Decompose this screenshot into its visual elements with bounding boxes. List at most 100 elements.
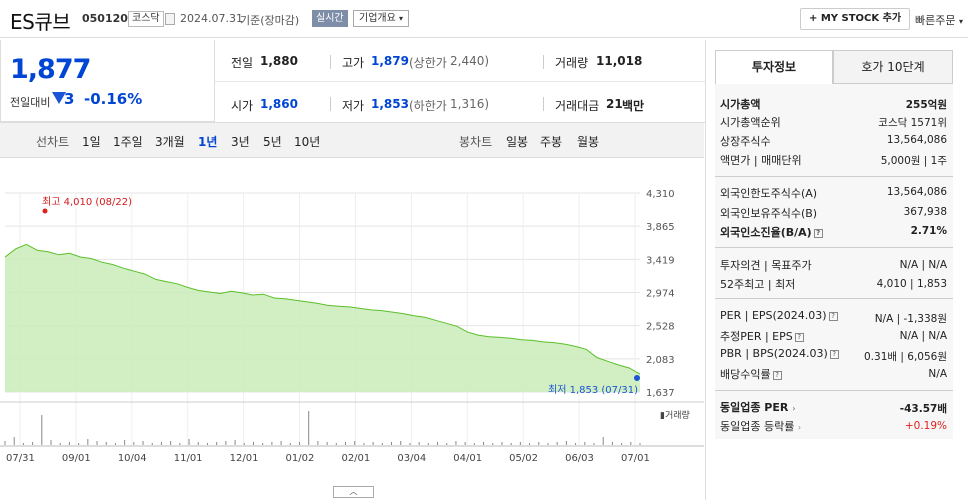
open-value: 1,860 bbox=[260, 97, 298, 111]
help-icon[interactable]: ? bbox=[794, 332, 804, 342]
y-tick-label: 2,083 bbox=[646, 355, 675, 366]
per-value: N/A bbox=[874, 313, 894, 325]
prev-day-label: 전일대비 bbox=[10, 96, 51, 109]
market-badge: 코스닥 bbox=[128, 11, 164, 27]
invest-info-body bbox=[715, 84, 953, 439]
opinion-target-label: 투자의견 | 목표주가 bbox=[720, 259, 812, 272]
x-tick-label: 01/02 bbox=[286, 453, 315, 464]
company-overview-dropdown[interactable]: 기업개요 ▾ bbox=[353, 10, 410, 27]
help-icon[interactable]: ? bbox=[772, 370, 782, 380]
line-chart-label: 선차트 bbox=[36, 135, 70, 149]
bps-value: 6,056원 bbox=[907, 351, 947, 363]
lower-limit-value: 1,316) bbox=[450, 97, 490, 111]
bps-label: BPS(2024.03) bbox=[752, 347, 828, 360]
quick-order-button[interactable]: 빠른주문 ▾ bbox=[915, 12, 963, 28]
price-area bbox=[5, 244, 640, 392]
range-1d[interactable]: 1일 bbox=[82, 135, 101, 149]
chevron-right-icon: › bbox=[792, 404, 796, 413]
tab-order-book[interactable]: 호가 10단계 bbox=[833, 50, 953, 84]
x-tick-label: 09/01 bbox=[62, 453, 91, 464]
trade-value-unit: 백만 bbox=[622, 99, 645, 113]
chart-range-bar bbox=[0, 122, 704, 158]
max-marker bbox=[42, 208, 48, 214]
min-label: 최저 1,853 (07/31) bbox=[548, 384, 638, 396]
market-cap-label: 시가총액 bbox=[720, 98, 761, 111]
candle-daily[interactable]: 일봉 bbox=[506, 135, 529, 149]
est-per-label: 추정PER | EPS? bbox=[720, 328, 804, 344]
prev-close-label: 전일 bbox=[231, 56, 254, 70]
upper-limit-label: (상한가 bbox=[409, 56, 447, 70]
trade-unit-label: 매매단위 bbox=[761, 154, 802, 167]
x-tick-label: 06/03 bbox=[565, 453, 594, 464]
volume-legend: ▮거래량 bbox=[660, 409, 690, 421]
foreign-hold-label: 외국인보유주식수(B) bbox=[720, 207, 818, 220]
face-label: 액면가 bbox=[720, 154, 751, 167]
divider bbox=[543, 55, 544, 69]
y-tick-label: 1,637 bbox=[646, 388, 675, 399]
y-tick-label: 4,310 bbox=[646, 189, 675, 200]
w52-high-value: 4,010 bbox=[876, 278, 907, 290]
est-eps-text: EPS bbox=[772, 330, 793, 343]
shares-label: 상장주식수 bbox=[720, 135, 771, 148]
divider bbox=[330, 55, 331, 69]
trade-value-label: 거래대금 bbox=[555, 99, 600, 113]
range-3m[interactable]: 3개월 bbox=[155, 135, 185, 149]
high-value: 1,879 bbox=[371, 54, 409, 68]
range-5y[interactable]: 5년 bbox=[263, 135, 282, 149]
tab-invest-info[interactable]: 투자정보 bbox=[715, 50, 833, 84]
industry-rate-value: +0.19% bbox=[904, 420, 947, 432]
w52-low-label: 최저 bbox=[775, 278, 796, 291]
high-label: 고가 bbox=[342, 56, 365, 70]
foreign-rate-value: 2.71% bbox=[910, 225, 947, 237]
market-cap-value: 255억원 bbox=[905, 99, 947, 111]
face-value-label: 액면가 | 매매단위 bbox=[720, 154, 802, 167]
open-label: 시가 bbox=[231, 99, 254, 113]
overview-label: 기업개요 bbox=[359, 13, 396, 24]
cap-rank-label: 시가총액순위 bbox=[720, 116, 781, 129]
foreign-hold-value: 367,938 bbox=[903, 206, 947, 218]
volume-value: 11,018 bbox=[596, 54, 643, 68]
realtime-button[interactable]: 실시간 bbox=[312, 10, 348, 27]
x-tick-label: 07/01 bbox=[621, 453, 650, 464]
y-tick-label: 2,974 bbox=[646, 289, 675, 300]
range-3y[interactable]: 3년 bbox=[231, 135, 250, 149]
price-box bbox=[0, 40, 215, 122]
quick-order-label: 빠른주문 bbox=[915, 14, 956, 27]
industry-rate-label[interactable]: 동일업종 등락률 › bbox=[720, 418, 801, 434]
divider bbox=[715, 176, 953, 177]
range-1w[interactable]: 1주일 bbox=[113, 135, 143, 149]
help-icon[interactable]: ? bbox=[813, 228, 823, 238]
eps-value: -1,338원 bbox=[903, 313, 947, 325]
add-my-stock-button[interactable]: + MY STOCK 추가 bbox=[800, 8, 911, 30]
divider bbox=[330, 97, 331, 111]
collapse-toggle-button[interactable]: ︿ bbox=[333, 486, 374, 498]
industry-per-label[interactable]: 동일업종 PER › bbox=[720, 399, 796, 415]
help-icon[interactable]: ? bbox=[828, 311, 838, 321]
max-label: 최고 4,010 (08/22) bbox=[42, 196, 132, 208]
upper-limit-value: 2,440) bbox=[450, 54, 490, 68]
target-value: N/A bbox=[928, 259, 947, 271]
help-icon[interactable]: ? bbox=[829, 349, 839, 359]
candle-monthly[interactable]: 월봉 bbox=[577, 135, 600, 149]
x-tick-label: 03/04 bbox=[397, 453, 426, 464]
est-eps-val: N/A bbox=[928, 330, 947, 342]
eps-label: EPS(2024.03) bbox=[751, 309, 827, 322]
trade-unit-value: 1주 bbox=[930, 155, 947, 167]
divider bbox=[715, 247, 953, 248]
x-tick-label: 12/01 bbox=[230, 453, 259, 464]
change-rate: -0.16% bbox=[84, 90, 143, 108]
target-label: 목표주가 bbox=[771, 259, 812, 272]
y-tick-label: 3,865 bbox=[646, 222, 675, 233]
est-per-value: N/A | N/A bbox=[899, 330, 947, 342]
range-1y[interactable]: 1년 bbox=[198, 135, 218, 149]
dividend-label: 배당수익률? bbox=[720, 366, 782, 382]
document-icon bbox=[165, 13, 175, 25]
cap-rank-value: 코스닥 1571위 bbox=[878, 117, 947, 129]
face-unit-value: 5,000원 | 1주 bbox=[880, 155, 947, 167]
range-10y[interactable]: 10년 bbox=[294, 135, 321, 149]
pbr-bps-label: PBR | BPS(2024.03)? bbox=[720, 347, 839, 360]
foreign-rate-label: 외국인소진율(B/A)? bbox=[720, 224, 823, 240]
candle-weekly[interactable]: 주봉 bbox=[540, 135, 563, 149]
price-line bbox=[4, 243, 641, 375]
shares-value: 13,564,086 bbox=[886, 134, 947, 146]
